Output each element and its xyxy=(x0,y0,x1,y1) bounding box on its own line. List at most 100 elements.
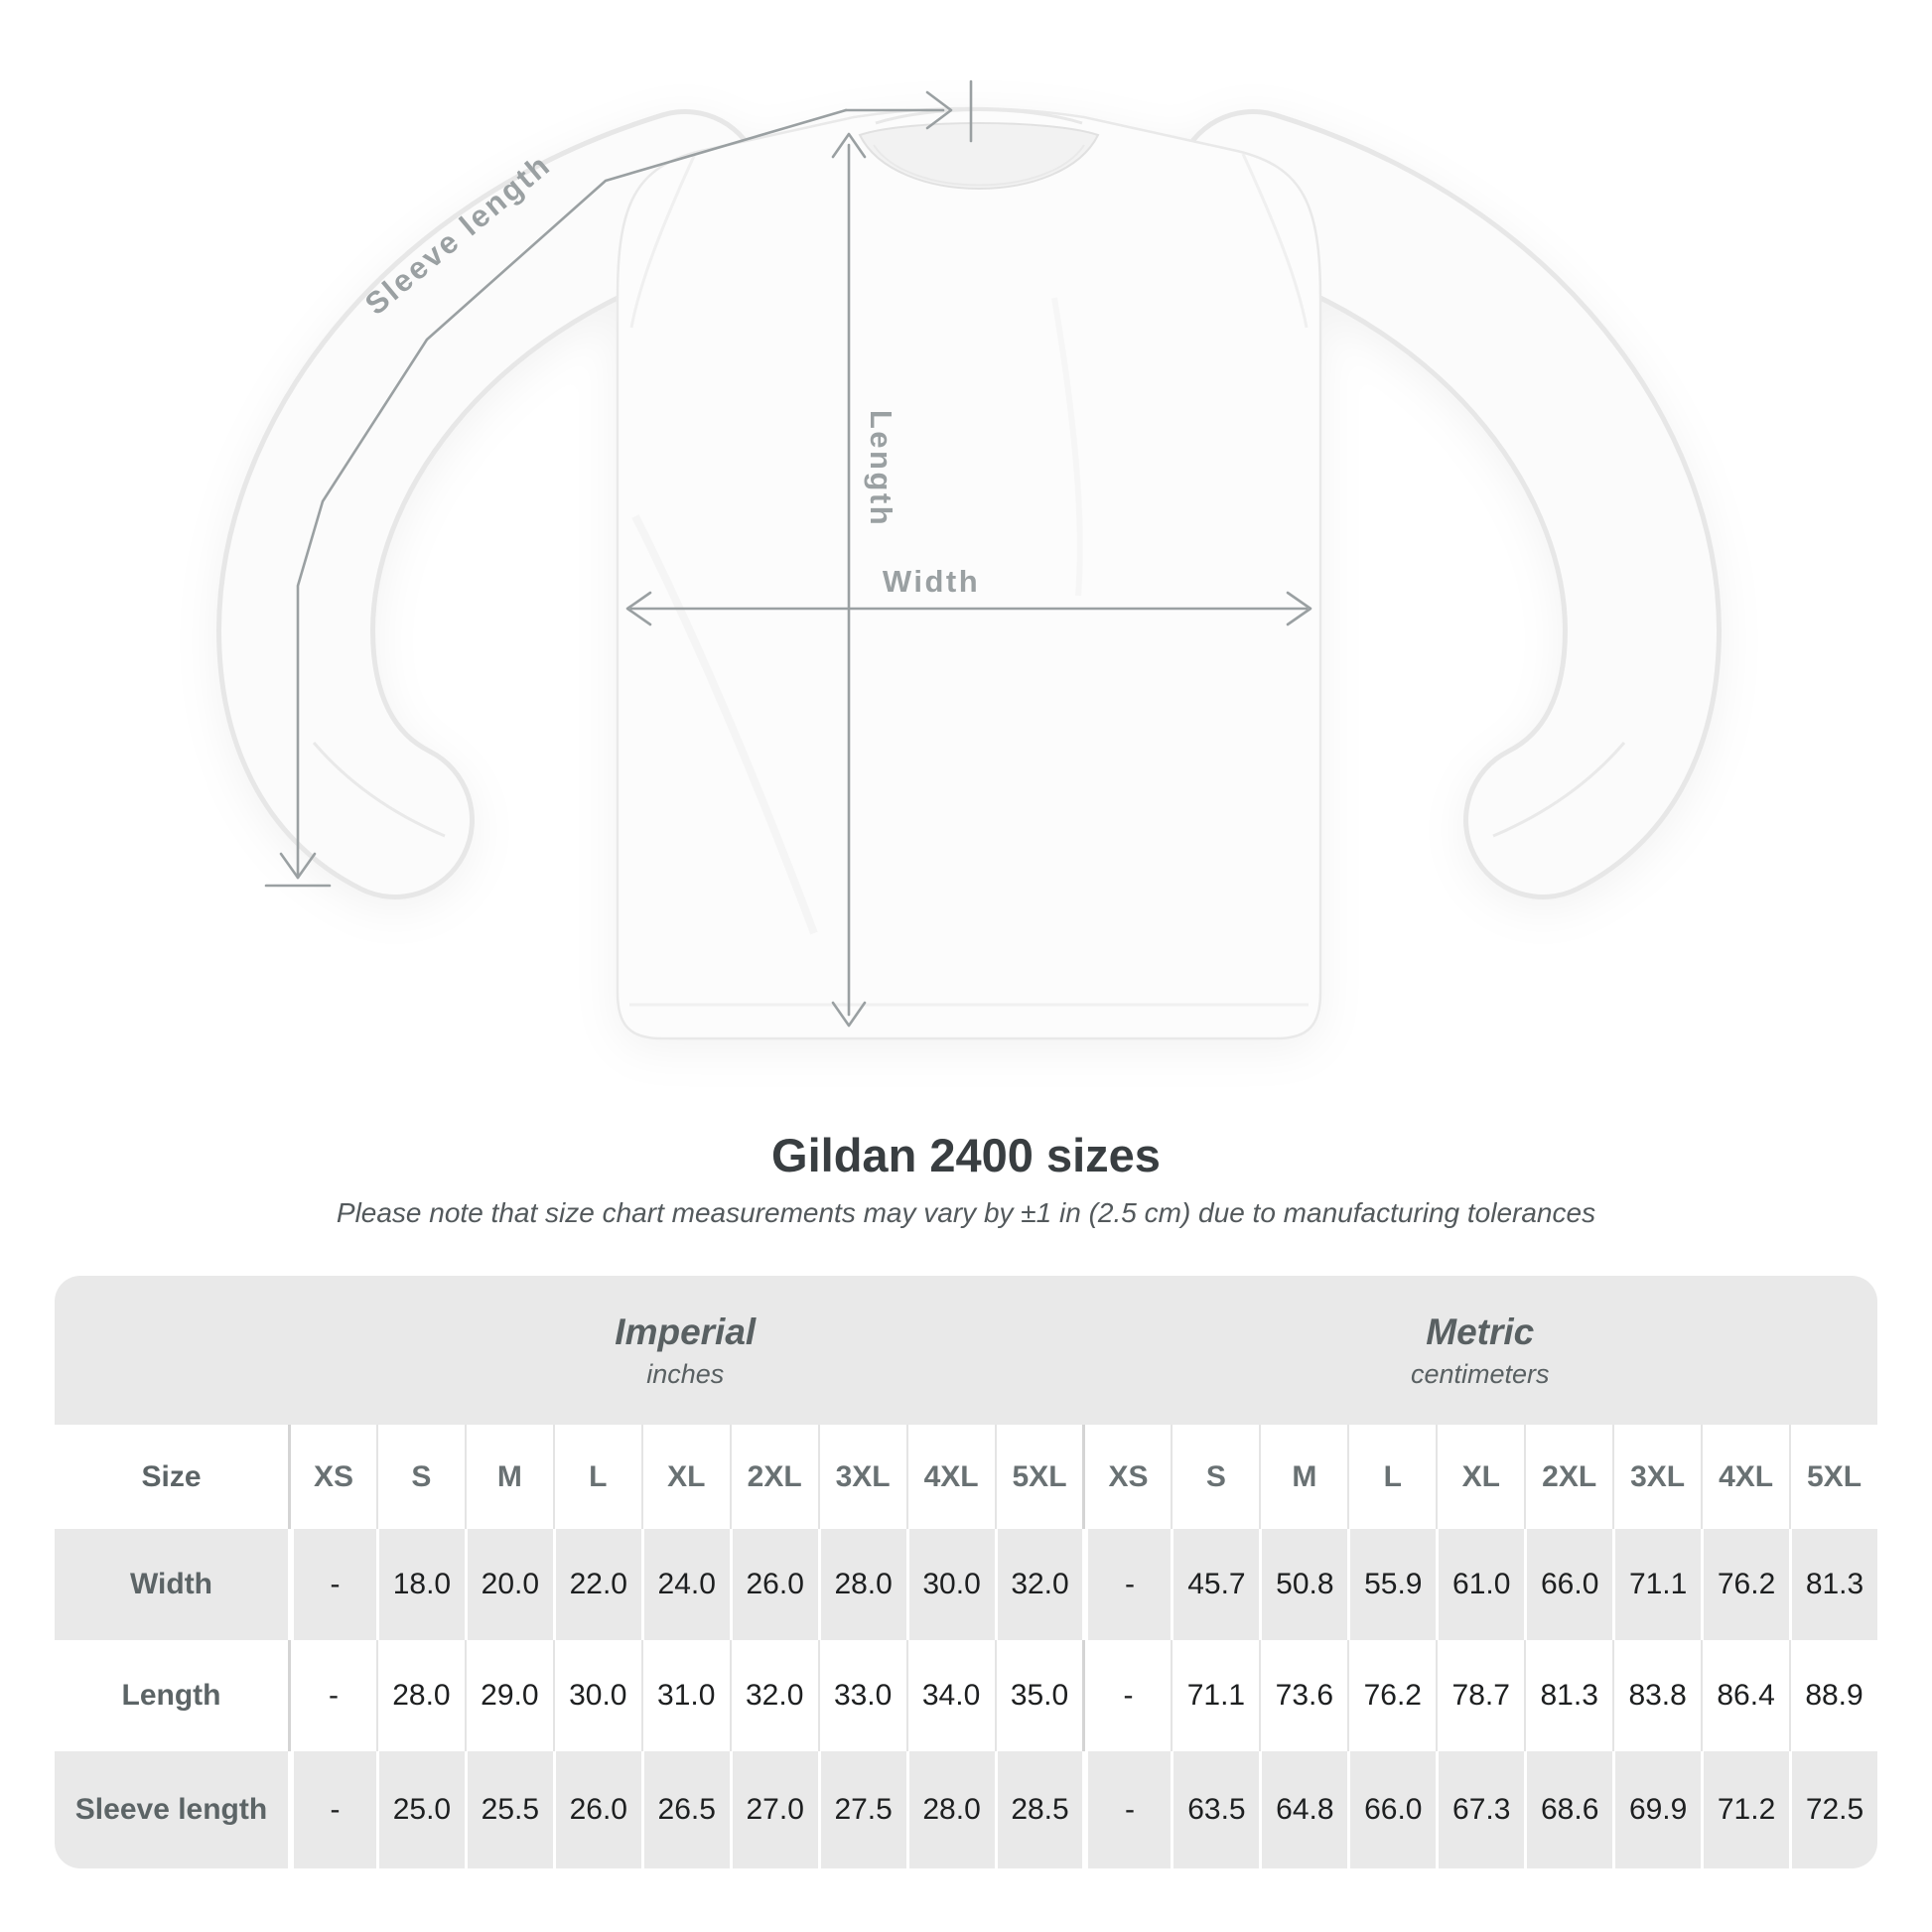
imperial-unit: inches xyxy=(646,1358,725,1389)
value-cell-imperial: 26.0 xyxy=(552,1751,641,1868)
value-cell-metric: 66.0 xyxy=(1347,1751,1436,1868)
value-cell-metric: 55.9 xyxy=(1347,1529,1436,1640)
value-cell-imperial: 30.0 xyxy=(552,1640,641,1751)
value-cell-imperial: 35.0 xyxy=(994,1640,1083,1751)
size-table: Imperial inches Metric centimeters Size X… xyxy=(55,1276,1877,1868)
value-cell-imperial: 32.0 xyxy=(994,1529,1083,1640)
size-header-cell-metric-xs: XS xyxy=(1082,1425,1171,1529)
size-header-cell-imperial-5xl: 5XL xyxy=(994,1425,1083,1529)
value-cell-imperial: 28.0 xyxy=(375,1640,465,1751)
value-cell-imperial: 25.5 xyxy=(464,1751,553,1868)
page-subtitle: Please note that size chart measurements… xyxy=(336,1197,1596,1228)
value-cell-metric: 76.2 xyxy=(1701,1529,1789,1640)
value-cell-metric: 81.3 xyxy=(1789,1529,1877,1640)
value-cell-imperial: 33.0 xyxy=(817,1640,906,1751)
value-cell-metric: - xyxy=(1082,1640,1171,1751)
value-cell-metric: 88.9 xyxy=(1789,1640,1877,1751)
length-line: Length xyxy=(831,132,898,1028)
value-cell-imperial: 31.0 xyxy=(640,1640,730,1751)
size-header-row: Size XS S M L XL 2XL 3XL 4XL 5XL XS S M L XL 2XL 3XL 4XL 5… xyxy=(55,1425,1877,1529)
size-column-header: Size xyxy=(141,1459,202,1493)
left-cuff-seam xyxy=(312,742,446,838)
value-cell-imperial: 22.0 xyxy=(552,1529,641,1640)
value-cell-metric: 68.6 xyxy=(1524,1751,1612,1868)
value-cell-metric: 67.3 xyxy=(1436,1751,1524,1868)
size-header-cell-imperial-xl: XL xyxy=(640,1425,730,1529)
value-cell-imperial: 34.0 xyxy=(905,1640,995,1751)
value-cell-imperial: 25.0 xyxy=(375,1751,465,1868)
size-header-cell-metric-4xl: 4XL xyxy=(1701,1425,1789,1529)
value-cell-metric: - xyxy=(1082,1529,1171,1640)
shirt-graphic xyxy=(215,106,1723,1040)
table-row: Width -18.0 20.0 22.0 24.0 26.0 28.0 30.0 32.0-4… xyxy=(55,1529,1877,1640)
value-cell-metric: 45.7 xyxy=(1171,1529,1259,1640)
table-row: Sleeve length -25.0 25.5 26.0 26.5 27.0 27.5 28… xyxy=(55,1751,1877,1868)
size-header-cell-imperial-xs: XS xyxy=(288,1425,376,1529)
value-cell-metric: 71.1 xyxy=(1171,1640,1259,1751)
size-header-cell-metric-m: M xyxy=(1259,1425,1347,1529)
value-cell-imperial: 28.5 xyxy=(994,1751,1083,1868)
value-cell-metric: 63.5 xyxy=(1171,1751,1259,1868)
value-cell-imperial: 26.5 xyxy=(640,1751,730,1868)
size-header-cell-metric-3xl: 3XL xyxy=(1612,1425,1701,1529)
size-header-cell-metric-2xl: 2XL xyxy=(1524,1425,1612,1529)
value-cell-imperial: 28.0 xyxy=(905,1751,995,1868)
value-cell-metric: 73.6 xyxy=(1259,1640,1347,1751)
value-cell-imperial: - xyxy=(288,1640,376,1751)
row-label: Sleeve length xyxy=(74,1793,268,1826)
metric-unit: centimeters xyxy=(1410,1358,1550,1389)
value-cell-metric: 66.0 xyxy=(1524,1529,1612,1640)
size-header-cell-imperial-s: S xyxy=(375,1425,465,1529)
value-cell-imperial: 28.0 xyxy=(817,1529,906,1640)
size-header-cell-metric-s: S xyxy=(1171,1425,1259,1529)
unit-band: Imperial inches Metric centimeters xyxy=(55,1276,1877,1425)
value-cell-metric: 64.8 xyxy=(1259,1751,1347,1868)
value-cell-imperial: 32.0 xyxy=(729,1640,818,1751)
value-cell-imperial: 27.0 xyxy=(729,1751,818,1868)
imperial-name: Imperial xyxy=(615,1311,757,1352)
value-cell-metric: 78.7 xyxy=(1436,1640,1524,1751)
shirt-diagram: Sleeve length Length Width xyxy=(215,79,1723,1040)
table-row: Length -28.0 29.0 30.0 31.0 32.0 33.0 34.0 35.0-… xyxy=(55,1640,1877,1751)
value-cell-imperial: 24.0 xyxy=(640,1529,730,1640)
value-cell-metric: 71.2 xyxy=(1701,1751,1789,1868)
value-cell-metric: 61.0 xyxy=(1436,1529,1524,1640)
size-header-cell-imperial-2xl: 2XL xyxy=(729,1425,818,1529)
length-label: Length xyxy=(864,410,898,527)
value-cell-imperial: 20.0 xyxy=(464,1529,553,1640)
value-cell-metric: - xyxy=(1082,1751,1171,1868)
size-header-cell-imperial-l: L xyxy=(552,1425,641,1529)
metric-name: Metric xyxy=(1426,1311,1535,1352)
value-cell-imperial: 29.0 xyxy=(464,1640,553,1751)
size-header-cell-imperial-4xl: 4XL xyxy=(905,1425,995,1529)
size-header-cell-metric-5xl: 5XL xyxy=(1789,1425,1877,1529)
unit-group-metric: Metric centimeters xyxy=(1083,1276,1878,1425)
value-cell-metric: 72.5 xyxy=(1789,1751,1877,1868)
value-cell-metric: 50.8 xyxy=(1259,1529,1347,1640)
value-cell-metric: 71.1 xyxy=(1612,1529,1701,1640)
collar xyxy=(858,122,1100,190)
row-label: Length xyxy=(121,1679,221,1712)
value-cell-imperial: - xyxy=(288,1529,376,1640)
value-cell-metric: 83.8 xyxy=(1612,1640,1701,1751)
size-header-cell-imperial-3xl: 3XL xyxy=(817,1425,906,1529)
unit-group-imperial: Imperial inches xyxy=(288,1276,1083,1425)
value-cell-metric: 69.9 xyxy=(1612,1751,1701,1868)
size-header-cell-metric-l: L xyxy=(1347,1425,1436,1529)
value-cell-imperial: - xyxy=(288,1751,376,1868)
size-header-cell-imperial-m: M xyxy=(464,1425,553,1529)
value-cell-imperial: 27.5 xyxy=(817,1751,906,1868)
page-title: Gildan 2400 sizes xyxy=(771,1129,1161,1181)
size-table-grid: Size XS S M L XL 2XL 3XL 4XL 5XL XS S M L XL 2XL 3XL 4XL 5… xyxy=(55,1425,1877,1868)
size-header-cell-metric-xl: XL xyxy=(1436,1425,1524,1529)
right-cuff-seam xyxy=(1492,742,1626,838)
value-cell-metric: 81.3 xyxy=(1524,1640,1612,1751)
width-label: Width xyxy=(883,564,980,599)
value-cell-imperial: 26.0 xyxy=(729,1529,818,1640)
value-cell-metric: 76.2 xyxy=(1347,1640,1436,1751)
row-label: Width xyxy=(129,1568,213,1600)
width-line: Width xyxy=(625,564,1312,626)
value-cell-imperial: 18.0 xyxy=(375,1529,465,1640)
value-cell-imperial: 30.0 xyxy=(905,1529,995,1640)
value-cell-metric: 86.4 xyxy=(1701,1640,1789,1751)
